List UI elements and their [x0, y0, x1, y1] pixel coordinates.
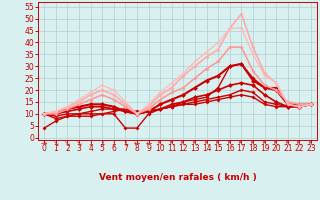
Text: ↓: ↓	[111, 139, 117, 148]
Text: ↘: ↘	[64, 139, 71, 148]
Text: ↖: ↖	[180, 139, 187, 148]
Text: ↖: ↖	[215, 139, 221, 148]
Text: ↘: ↘	[52, 139, 59, 148]
Text: →: →	[41, 139, 47, 148]
Text: ↖: ↖	[296, 139, 303, 148]
Text: ←: ←	[145, 139, 152, 148]
X-axis label: Vent moyen/en rafales ( km/h ): Vent moyen/en rafales ( km/h )	[99, 173, 256, 182]
Text: ↘: ↘	[76, 139, 82, 148]
Text: ↖: ↖	[227, 139, 233, 148]
Text: ↖: ↖	[192, 139, 198, 148]
Text: ↖: ↖	[169, 139, 175, 148]
Text: ↖: ↖	[204, 139, 210, 148]
Text: ↖: ↖	[238, 139, 244, 148]
Text: ←: ←	[134, 139, 140, 148]
Text: ↖: ↖	[308, 139, 314, 148]
Text: ↓: ↓	[99, 139, 105, 148]
Text: ↖: ↖	[284, 139, 291, 148]
Text: ↓: ↓	[122, 139, 129, 148]
Text: ↖: ↖	[250, 139, 256, 148]
Text: ↖: ↖	[157, 139, 164, 148]
Text: ↖: ↖	[273, 139, 279, 148]
Text: ↓: ↓	[87, 139, 94, 148]
Text: ↖: ↖	[261, 139, 268, 148]
